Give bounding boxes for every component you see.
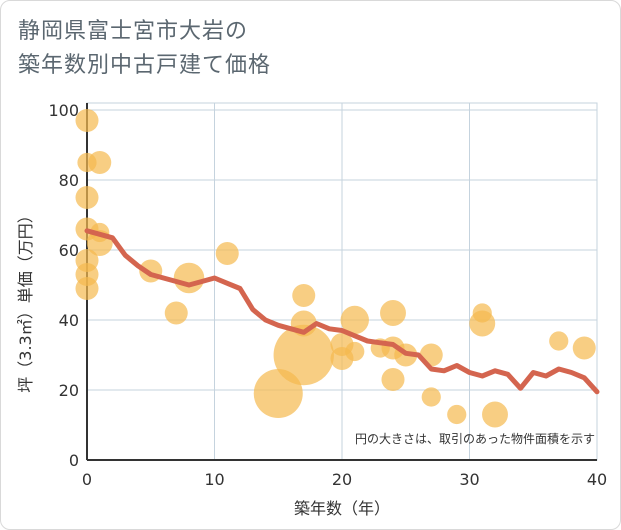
data-bubble [380,300,406,326]
y-tick-label: 0 [69,451,79,470]
data-bubble [75,108,99,133]
data-bubble [345,341,365,362]
chart-title-line2: 築年数別中古戸建て価格 [18,53,272,78]
chart-title: 静岡県富士宮市大岩の 築年数別中古戸建て価格 [18,15,271,83]
data-bubble [75,185,99,210]
data-bubble [549,331,569,351]
data-bubble [469,310,496,337]
y-axis-label: 坪（3.3㎡）単価（万円） [16,207,35,392]
y-tick-label: 60 [59,241,79,260]
y-tick-label: 40 [59,311,79,330]
data-bubble [482,401,508,428]
data-bubble [164,301,188,325]
bubble-size-note: 円の大きさは、取引のあった物件面積を示す [355,431,595,446]
data-bubble [340,305,369,335]
data-bubble [447,404,467,425]
data-bubble [173,262,205,294]
data-bubble [572,336,596,360]
data-bubble [381,367,405,392]
x-axis-ticks: 0 10 20 30 40 [82,470,607,489]
data-bubble [215,241,239,266]
data-bubble [421,387,441,407]
y-tick-label: 80 [59,171,79,190]
data-bubble [75,276,99,301]
average-price-line [84,228,600,395]
bubble-layer [75,108,596,428]
y-tick-label: 100 [48,101,79,120]
x-tick-label: 40 [587,470,607,489]
data-bubble [292,283,316,308]
x-axis-label: 築年数（年） [294,499,390,518]
y-axis-ticks: 0 20 40 60 80 100 [48,101,79,470]
data-bubble [273,324,334,386]
y-tick-label: 20 [59,381,79,400]
x-tick-label: 10 [204,470,224,489]
data-bubble [88,150,112,175]
x-tick-label: 20 [332,470,352,489]
chart-title-line1: 静岡県富士宮市大岩の [18,19,249,44]
x-tick-label: 0 [82,470,92,489]
x-tick-label: 30 [459,470,479,489]
